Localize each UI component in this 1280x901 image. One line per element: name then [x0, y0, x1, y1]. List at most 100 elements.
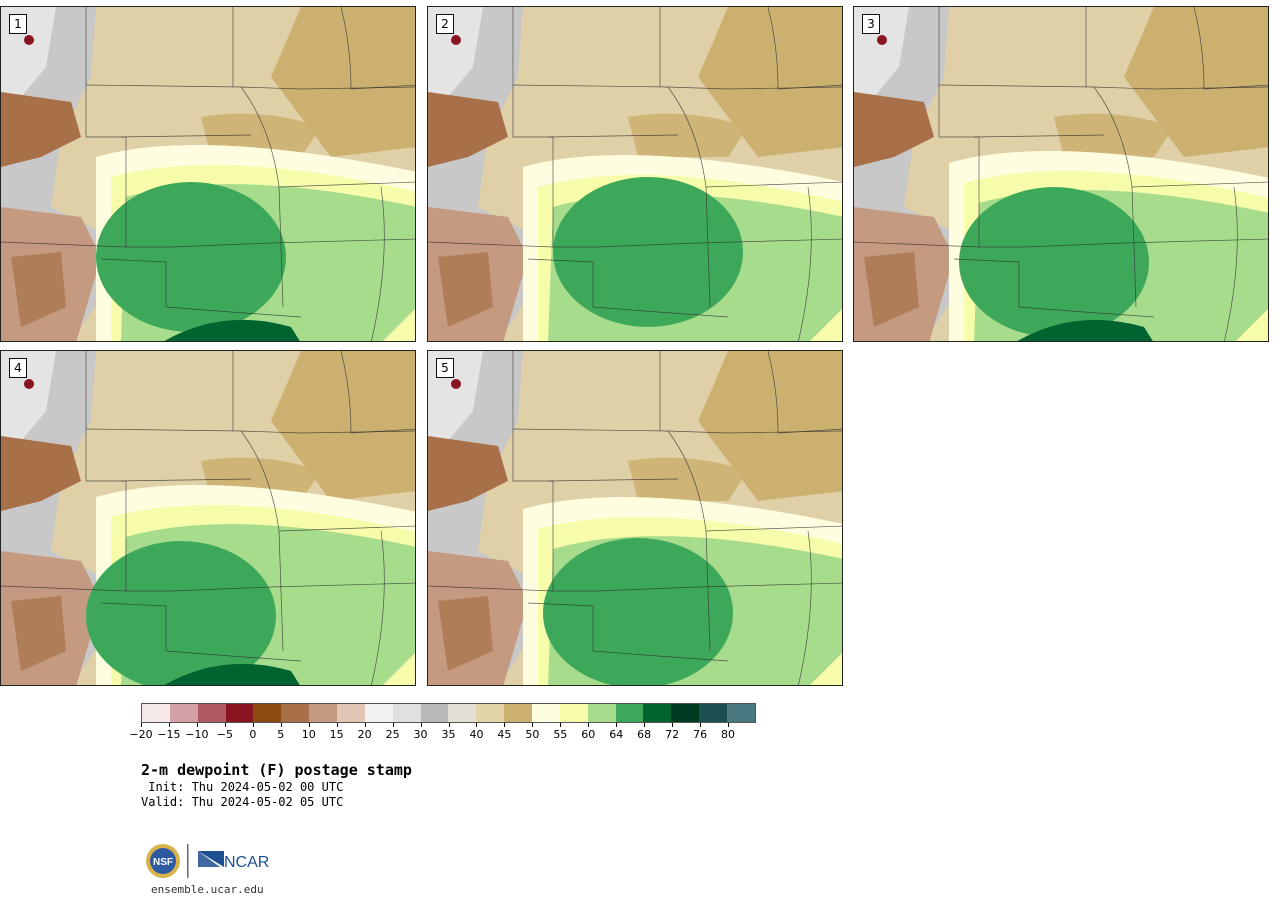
dry-mountain-region: [1, 92, 81, 167]
colorbar-tick-label: 10: [301, 728, 316, 741]
dry-desert-region: [438, 596, 493, 671]
state-boundary-line: [240, 86, 280, 188]
colorbar-tick-label: −15: [157, 728, 181, 741]
state-boundary-line: [1193, 7, 1268, 90]
colorbar-tick-label: 72: [665, 728, 680, 741]
colorbar-swatch: [197, 704, 226, 722]
colorbar-swatch: [476, 704, 505, 722]
very-dry-spot: [451, 35, 461, 45]
colorbar-swatch: [587, 704, 616, 722]
colorbar-tick: [504, 723, 506, 727]
extremely-humid-region: [1017, 319, 1153, 341]
dry-desert-region: [864, 252, 919, 327]
dry-desert-region: [438, 252, 493, 327]
state-boundary-line: [340, 351, 415, 434]
colorbar-swatch: [699, 704, 728, 722]
state-boundary-line: [767, 7, 842, 90]
state-boundary-line: [727, 86, 842, 90]
dry-tan-patch: [628, 113, 748, 157]
state-boundary-line: [1131, 181, 1268, 188]
dry-desert-region: [11, 596, 66, 671]
extremely-humid-region: [164, 663, 300, 685]
colorbar-tick-label: 55: [553, 728, 568, 741]
colorbar-swatch: [420, 704, 449, 722]
colorbar-tick-label: 30: [413, 728, 428, 741]
state-boundary-line: [1, 238, 415, 248]
state-boundary-line: [527, 258, 729, 318]
colorbar-tick: [448, 723, 450, 727]
map-panel-2: 2: [427, 6, 843, 342]
colorbar-tick: [308, 723, 310, 727]
state-boundary-line: [371, 186, 385, 341]
init-time: Init: Thu 2024-05-02 00 UTC: [141, 780, 344, 794]
valid-time: Valid: Thu 2024-05-02 05 UTC: [141, 795, 344, 809]
colorbar-tick: [336, 723, 338, 727]
colorbar-ticks: −20 −15 −10 −5 0 5 10 15 20 25 30 35 40 45 50 55 60 64 68 7…: [129, 723, 756, 745]
colorbar-tick: [420, 723, 422, 727]
colorbar-tick: [588, 723, 590, 727]
dry-desert-region: [11, 252, 66, 327]
colorbar-tick: [616, 723, 618, 727]
dry-tan-patch: [271, 351, 415, 501]
colorbar-tick-label: 50: [525, 728, 540, 741]
colorbar-tick-label: 45: [497, 728, 512, 741]
state-boundary-line: [1131, 186, 1137, 308]
dewpoint-map-5: [428, 351, 842, 685]
state-boundary-line: [547, 134, 679, 138]
state-boundary-line: [973, 134, 1105, 138]
very-dry-spot: [24, 379, 34, 389]
logo-divider: [187, 844, 189, 878]
state-boundary-line: [428, 582, 842, 592]
dry-tan-patch: [1054, 113, 1174, 157]
map-panel-3: 3: [853, 6, 1269, 342]
state-boundary-line: [667, 86, 707, 188]
nsf-logo-icon: NSF: [146, 844, 180, 878]
dry-mountain-region: [854, 92, 934, 167]
colorbar-swatch: [727, 704, 755, 722]
state-boundary-line: [100, 258, 302, 318]
colorbar-tick: [364, 723, 366, 727]
dewpoint-map-4: [1, 351, 415, 685]
colorbar-swatch: [225, 704, 254, 722]
colorbar-tick-label: −10: [185, 728, 209, 741]
colorbar-tick: [196, 723, 198, 727]
state-boundary-line: [120, 134, 252, 138]
state-boundary-line: [120, 478, 252, 482]
dry-mountain-region: [428, 92, 508, 167]
colorbar-tick-label: 20: [357, 728, 372, 741]
state-boundary-line: [300, 430, 415, 434]
dewpoint-map-3: [854, 7, 1268, 341]
dewpoint-map-1: [1, 7, 415, 341]
ncar-logo-icon: NCAR: [198, 851, 269, 871]
colorbar-tick-label: 60: [581, 728, 596, 741]
panel-number-label: 2: [436, 14, 454, 34]
very-dry-spot: [877, 35, 887, 45]
colorbar-tick: [280, 723, 282, 727]
dewpoint-colorbar: [141, 703, 756, 723]
colorbar-tick-label: 68: [637, 728, 652, 741]
colorbar-tick-label: 25: [385, 728, 400, 741]
very-humid-region: [86, 541, 276, 685]
state-boundary-line: [240, 430, 280, 532]
state-boundary-line: [1153, 86, 1268, 90]
dry-tan-patch: [1124, 7, 1268, 157]
state-boundary-line: [767, 351, 842, 434]
state-boundary-line: [300, 86, 415, 90]
colorbar-swatch: [169, 704, 198, 722]
dry-tan-patch: [628, 457, 748, 501]
state-boundary-line: [953, 258, 1155, 318]
state-boundary-line: [1224, 186, 1238, 341]
dry-tan-patch: [271, 7, 415, 157]
panel-number-label: 4: [9, 358, 27, 378]
state-boundary-line: [705, 525, 842, 532]
state-boundary-line: [100, 602, 302, 662]
colorbar-tick: [672, 723, 674, 727]
panel-number-label: 3: [862, 14, 880, 34]
dry-tan-patch: [698, 351, 842, 501]
colorbar-tick-label: −20: [129, 728, 153, 741]
colorbar-tick: [224, 723, 226, 727]
colorbar-swatch: [504, 704, 533, 722]
colorbar-swatch: [364, 704, 393, 722]
figure-title: 2-m dewpoint (F) postage stamp: [141, 761, 412, 779]
state-boundary-line: [371, 530, 385, 685]
